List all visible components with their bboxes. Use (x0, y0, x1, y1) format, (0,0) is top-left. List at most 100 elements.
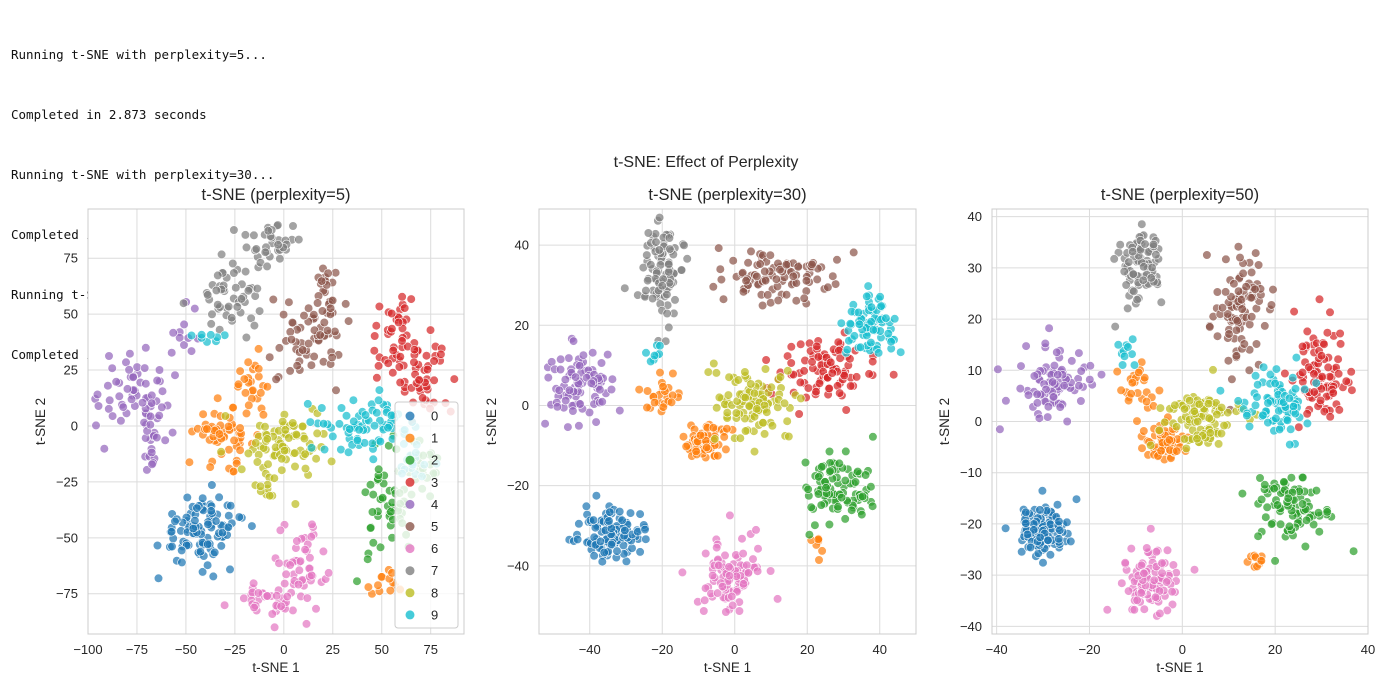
point-class-2 (866, 482, 876, 492)
legend-label-2: 2 (431, 453, 438, 468)
point-class-5 (1246, 267, 1257, 278)
point-class-4 (1015, 384, 1025, 394)
point-class-3 (1314, 294, 1325, 304)
point-class-3 (409, 345, 420, 355)
point-class-9 (1258, 362, 1269, 372)
point-class-4 (568, 336, 579, 346)
point-class-5 (714, 243, 724, 253)
point-class-0 (208, 571, 218, 582)
point-class-5 (1268, 285, 1278, 295)
point-class-2 (857, 509, 867, 520)
point-class-2 (868, 432, 878, 442)
point-class-4 (141, 343, 151, 353)
point-class-3 (1346, 367, 1356, 377)
point-class-2 (1275, 519, 1286, 529)
point-class-3 (1325, 412, 1335, 422)
point-class-8 (733, 375, 743, 385)
point-class-9 (197, 330, 207, 340)
point-class-8 (290, 448, 300, 458)
point-class-2 (824, 519, 835, 530)
point-class-7 (665, 244, 675, 254)
point-class-1 (668, 368, 678, 379)
point-class-7 (217, 249, 227, 259)
point-class-0 (606, 539, 617, 550)
point-class-6 (293, 579, 304, 590)
point-class-1 (722, 424, 732, 434)
point-class-6 (249, 602, 259, 613)
point-class-6 (262, 591, 272, 601)
point-class-5 (1231, 325, 1242, 335)
point-class-3 (841, 405, 851, 415)
y-tick-label: 25 (64, 363, 78, 378)
point-class-5 (313, 298, 323, 308)
point-class-3 (1325, 307, 1335, 317)
point-class-8 (1155, 403, 1165, 413)
point-class-6 (701, 548, 711, 559)
point-class-3 (394, 317, 404, 328)
point-class-7 (1140, 239, 1150, 249)
point-class-3 (839, 370, 849, 381)
point-class-7 (643, 228, 654, 238)
point-class-0 (635, 547, 645, 557)
point-class-3 (1335, 339, 1346, 349)
point-class-9 (1252, 392, 1262, 402)
point-class-7 (255, 306, 265, 316)
point-class-7 (1137, 219, 1147, 229)
point-class-4 (607, 374, 618, 384)
point-class-6 (281, 569, 291, 579)
point-class-9 (1302, 418, 1312, 429)
x-tick-label: −75 (126, 642, 148, 657)
point-class-9 (1265, 369, 1276, 380)
subplot-perplexity-30: −40 −20 0 20 40 −40 −20 0 20 40 t-SNE (perplexity=… (484, 186, 917, 675)
subplot-title: t-SNE (perplexity=50) (1101, 186, 1259, 204)
point-class-2 (366, 523, 376, 533)
point-class-6 (1139, 604, 1149, 614)
point-class-6 (721, 607, 731, 617)
point-class-5 (284, 297, 294, 307)
legend-label-7: 7 (431, 563, 438, 578)
point-class-3 (422, 364, 433, 375)
point-class-2 (850, 477, 861, 487)
point-class-4 (568, 406, 578, 416)
point-class-7 (229, 225, 239, 235)
point-class-8 (723, 390, 734, 400)
point-class-3 (409, 357, 419, 367)
point-class-3 (864, 369, 874, 379)
point-class-5 (299, 311, 309, 321)
point-class-5 (279, 310, 289, 320)
point-class-1 (233, 379, 243, 389)
point-class-4 (1032, 389, 1042, 399)
point-class-1 (202, 424, 212, 434)
point-class-0 (589, 551, 599, 561)
point-class-6 (1123, 586, 1134, 596)
point-class-7 (641, 286, 651, 296)
point-class-8 (1212, 409, 1222, 420)
point-class-4 (564, 353, 574, 363)
point-class-5 (1251, 248, 1261, 258)
point-class-0 (1000, 523, 1011, 533)
point-class-4 (993, 364, 1003, 374)
point-class-4 (157, 386, 168, 396)
point-class-4 (597, 397, 607, 407)
legend-marker-8 (405, 588, 415, 598)
point-class-2 (368, 538, 378, 548)
point-class-9 (849, 331, 860, 341)
point-class-8 (1203, 399, 1214, 409)
point-class-5 (738, 268, 748, 278)
point-class-5 (1239, 339, 1249, 349)
point-class-6 (742, 560, 752, 570)
point-class-5 (708, 282, 718, 292)
point-class-7 (273, 240, 283, 250)
point-class-2 (360, 487, 371, 497)
point-class-8 (784, 431, 794, 442)
point-class-3 (1323, 362, 1333, 373)
point-class-4 (1043, 402, 1053, 412)
point-class-2 (804, 530, 815, 540)
point-class-2 (1262, 502, 1272, 512)
point-class-1 (214, 429, 225, 439)
point-class-5 (286, 334, 297, 345)
point-class-8 (1179, 434, 1190, 444)
point-class-0 (203, 519, 213, 529)
point-class-0 (588, 515, 599, 525)
point-class-1 (634, 385, 644, 395)
